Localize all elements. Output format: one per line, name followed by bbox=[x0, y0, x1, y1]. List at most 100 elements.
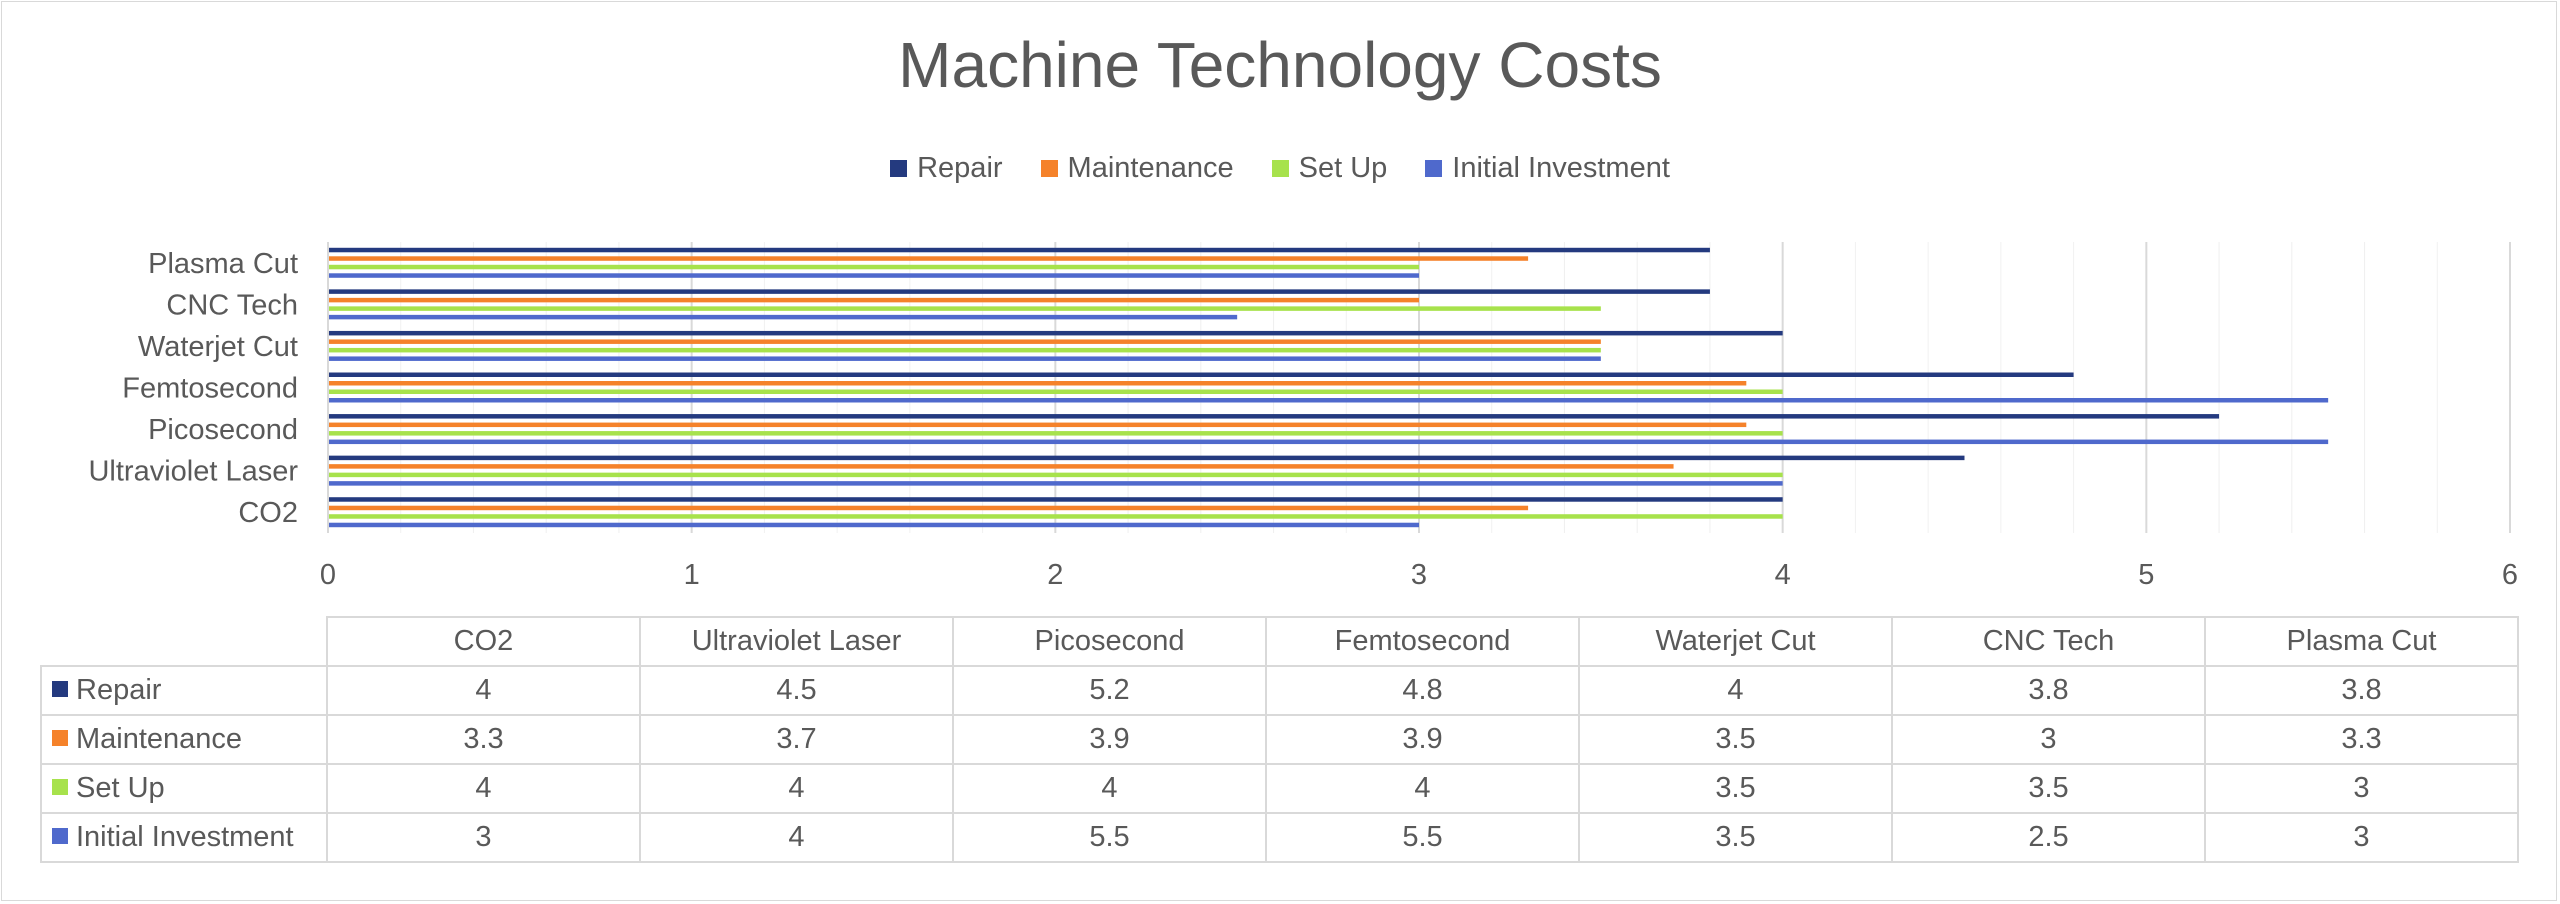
bar-repair-plasma-cut bbox=[329, 247, 1710, 253]
table-cell: 3.5 bbox=[1578, 763, 1893, 814]
table-column-header-co2: CO2 bbox=[326, 616, 641, 667]
x-tick-label: 5 bbox=[2138, 559, 2154, 591]
table-cell: 4 bbox=[326, 665, 641, 716]
table-header-row: CO2 Ultraviolet Laser Picosecond Femtosecon… bbox=[41, 616, 2519, 667]
category-label-waterjet-cut: Waterjet Cut bbox=[138, 331, 298, 363]
table-row-repair: Repair 4 4.5 5.2 4.8 4 3.8 3.8 bbox=[40, 665, 2519, 716]
legend-item-repair: Repair bbox=[890, 152, 1003, 185]
legend-label: Repair bbox=[917, 152, 1003, 184]
bar-initial-investment-cnc-tech bbox=[329, 314, 1238, 320]
table-column-header-cnc-tech: CNC Tech bbox=[1891, 616, 2206, 667]
bar-initial-investment-co2 bbox=[329, 522, 1419, 528]
bar-set-up-ultraviolet-laser bbox=[329, 472, 1783, 478]
table-cell: 5.5 bbox=[1265, 812, 1580, 863]
bar-maintenance-ultraviolet-laser bbox=[329, 464, 1674, 469]
bar-maintenance-plasma-cut bbox=[329, 256, 1529, 261]
table-row-label: Initial Investment bbox=[76, 821, 294, 853]
bar-initial-investment-picosecond bbox=[329, 439, 2329, 445]
legend-key-swatch bbox=[52, 730, 68, 747]
legend-label: Maintenance bbox=[1067, 152, 1234, 184]
table-cell: 5.2 bbox=[952, 665, 1267, 716]
bar-maintenance-picosecond bbox=[329, 422, 1747, 428]
legend-swatch bbox=[890, 160, 908, 177]
table-cell: 2.5 bbox=[1891, 812, 2206, 863]
x-tick-label: 3 bbox=[1411, 559, 1427, 591]
table-row-set-up: Set Up 4 4 4 4 3.5 3.5 3 bbox=[40, 763, 2519, 814]
legend-key-swatch bbox=[52, 828, 68, 845]
x-tick-label: 6 bbox=[2502, 559, 2518, 591]
table-cell: 4 bbox=[639, 812, 954, 863]
table-cell: 3.5 bbox=[1578, 812, 1893, 863]
legend-swatch bbox=[1425, 160, 1443, 177]
bar-initial-investment-femtosecond bbox=[329, 398, 2329, 403]
table-corner bbox=[41, 617, 328, 667]
table-cell: 3.5 bbox=[1578, 714, 1893, 765]
category-label-cnc-tech: CNC Tech bbox=[166, 289, 298, 321]
table-cell: 4 bbox=[1265, 763, 1580, 814]
bar-set-up-waterjet-cut bbox=[329, 347, 1601, 353]
table-cell: 3.9 bbox=[1265, 714, 1580, 765]
table-cell: 3.8 bbox=[1891, 665, 2206, 716]
table-cell: 3 bbox=[2204, 763, 2519, 814]
legend-swatch bbox=[1271, 160, 1289, 177]
table-row-header: Initial Investment bbox=[40, 812, 328, 863]
table-row-initial-investment: Initial Investment 3 4 5.5 5.5 3.5 2.5 3 bbox=[40, 812, 2519, 863]
table-cell: 3.8 bbox=[2204, 665, 2519, 716]
bar-repair-cnc-tech bbox=[329, 289, 1710, 294]
legend-item-initial-investment: Initial Investment bbox=[1425, 152, 1670, 185]
table-row-header: Maintenance bbox=[40, 714, 328, 765]
bar-initial-investment-waterjet-cut bbox=[329, 356, 1601, 361]
table-row-maintenance: Maintenance 3.3 3.7 3.9 3.9 3.5 3 3.3 bbox=[40, 714, 2519, 765]
x-tick-label: 1 bbox=[684, 559, 700, 591]
table-row-label: Set Up bbox=[76, 772, 165, 804]
table-column-header-plasma-cut: Plasma Cut bbox=[2204, 616, 2519, 667]
bar-set-up-femtosecond bbox=[329, 389, 1783, 394]
table-column-header-femtosecond: Femtosecond bbox=[1265, 616, 1580, 667]
bar-maintenance-femtosecond bbox=[329, 381, 1747, 386]
category-label-co2: CO2 bbox=[238, 497, 298, 529]
table-cell: 3.3 bbox=[326, 714, 641, 765]
category-label-femtosecond: Femtosecond bbox=[122, 373, 298, 405]
bar-set-up-plasma-cut bbox=[329, 264, 1419, 270]
table-row-header: Set Up bbox=[40, 763, 328, 814]
bar-maintenance-co2 bbox=[329, 505, 1529, 511]
bar-maintenance-cnc-tech bbox=[329, 297, 1419, 303]
bar-repair-picosecond bbox=[329, 414, 2220, 419]
table-cell: 4.8 bbox=[1265, 665, 1580, 716]
table-column-header-picosecond: Picosecond bbox=[952, 616, 1267, 667]
bar-repair-femtosecond bbox=[329, 372, 2074, 377]
plot-area: CO2 Ultraviolet Laser Picosecond Femtosecon… bbox=[88, 242, 2518, 591]
legend-swatch bbox=[1040, 160, 1058, 177]
table-row-header: Repair bbox=[40, 665, 328, 716]
table-cell: 3 bbox=[326, 812, 641, 863]
bar-repair-waterjet-cut bbox=[329, 330, 1783, 336]
legend-label: Initial Investment bbox=[1452, 152, 1670, 184]
bar-set-up-co2 bbox=[329, 514, 1783, 519]
bar-repair-ultraviolet-laser bbox=[329, 455, 1965, 461]
bar-initial-investment-ultraviolet-laser bbox=[329, 481, 1783, 486]
table-cell: 3.9 bbox=[952, 714, 1267, 765]
bar-set-up-cnc-tech bbox=[329, 306, 1601, 311]
table-cell: 3.3 bbox=[2204, 714, 2519, 765]
data-table: CO2 Ultraviolet Laser Picosecond Femtosecon… bbox=[40, 616, 2519, 863]
category-label-ultraviolet-laser: Ultraviolet Laser bbox=[88, 456, 298, 488]
table-row-label: Repair bbox=[76, 674, 162, 706]
table-cell: 3.7 bbox=[639, 714, 954, 765]
category-label-picosecond: Picosecond bbox=[148, 414, 298, 446]
table-column-header-ultraviolet-laser: Ultraviolet Laser bbox=[639, 616, 954, 667]
table-cell: 4 bbox=[1578, 665, 1893, 716]
table-cell: 4 bbox=[326, 763, 641, 814]
x-tick-label: 0 bbox=[320, 559, 336, 591]
table-cell: 3 bbox=[1891, 714, 2206, 765]
x-tick-label: 2 bbox=[1047, 559, 1063, 591]
table-cell: 3 bbox=[2204, 812, 2519, 863]
legend-key-swatch bbox=[52, 681, 68, 698]
bar-set-up-picosecond bbox=[329, 431, 1783, 436]
legend-item-maintenance: Maintenance bbox=[1040, 152, 1234, 185]
legend: Repair Maintenance Set Up Initial Investmen… bbox=[0, 152, 2560, 185]
table-row-label: Maintenance bbox=[76, 723, 243, 755]
chart-title: Machine Technology Costs bbox=[898, 29, 1662, 101]
bar-initial-investment-plasma-cut bbox=[329, 273, 1419, 278]
table-cell: 5.5 bbox=[952, 812, 1267, 863]
bar-repair-co2 bbox=[329, 497, 1783, 502]
